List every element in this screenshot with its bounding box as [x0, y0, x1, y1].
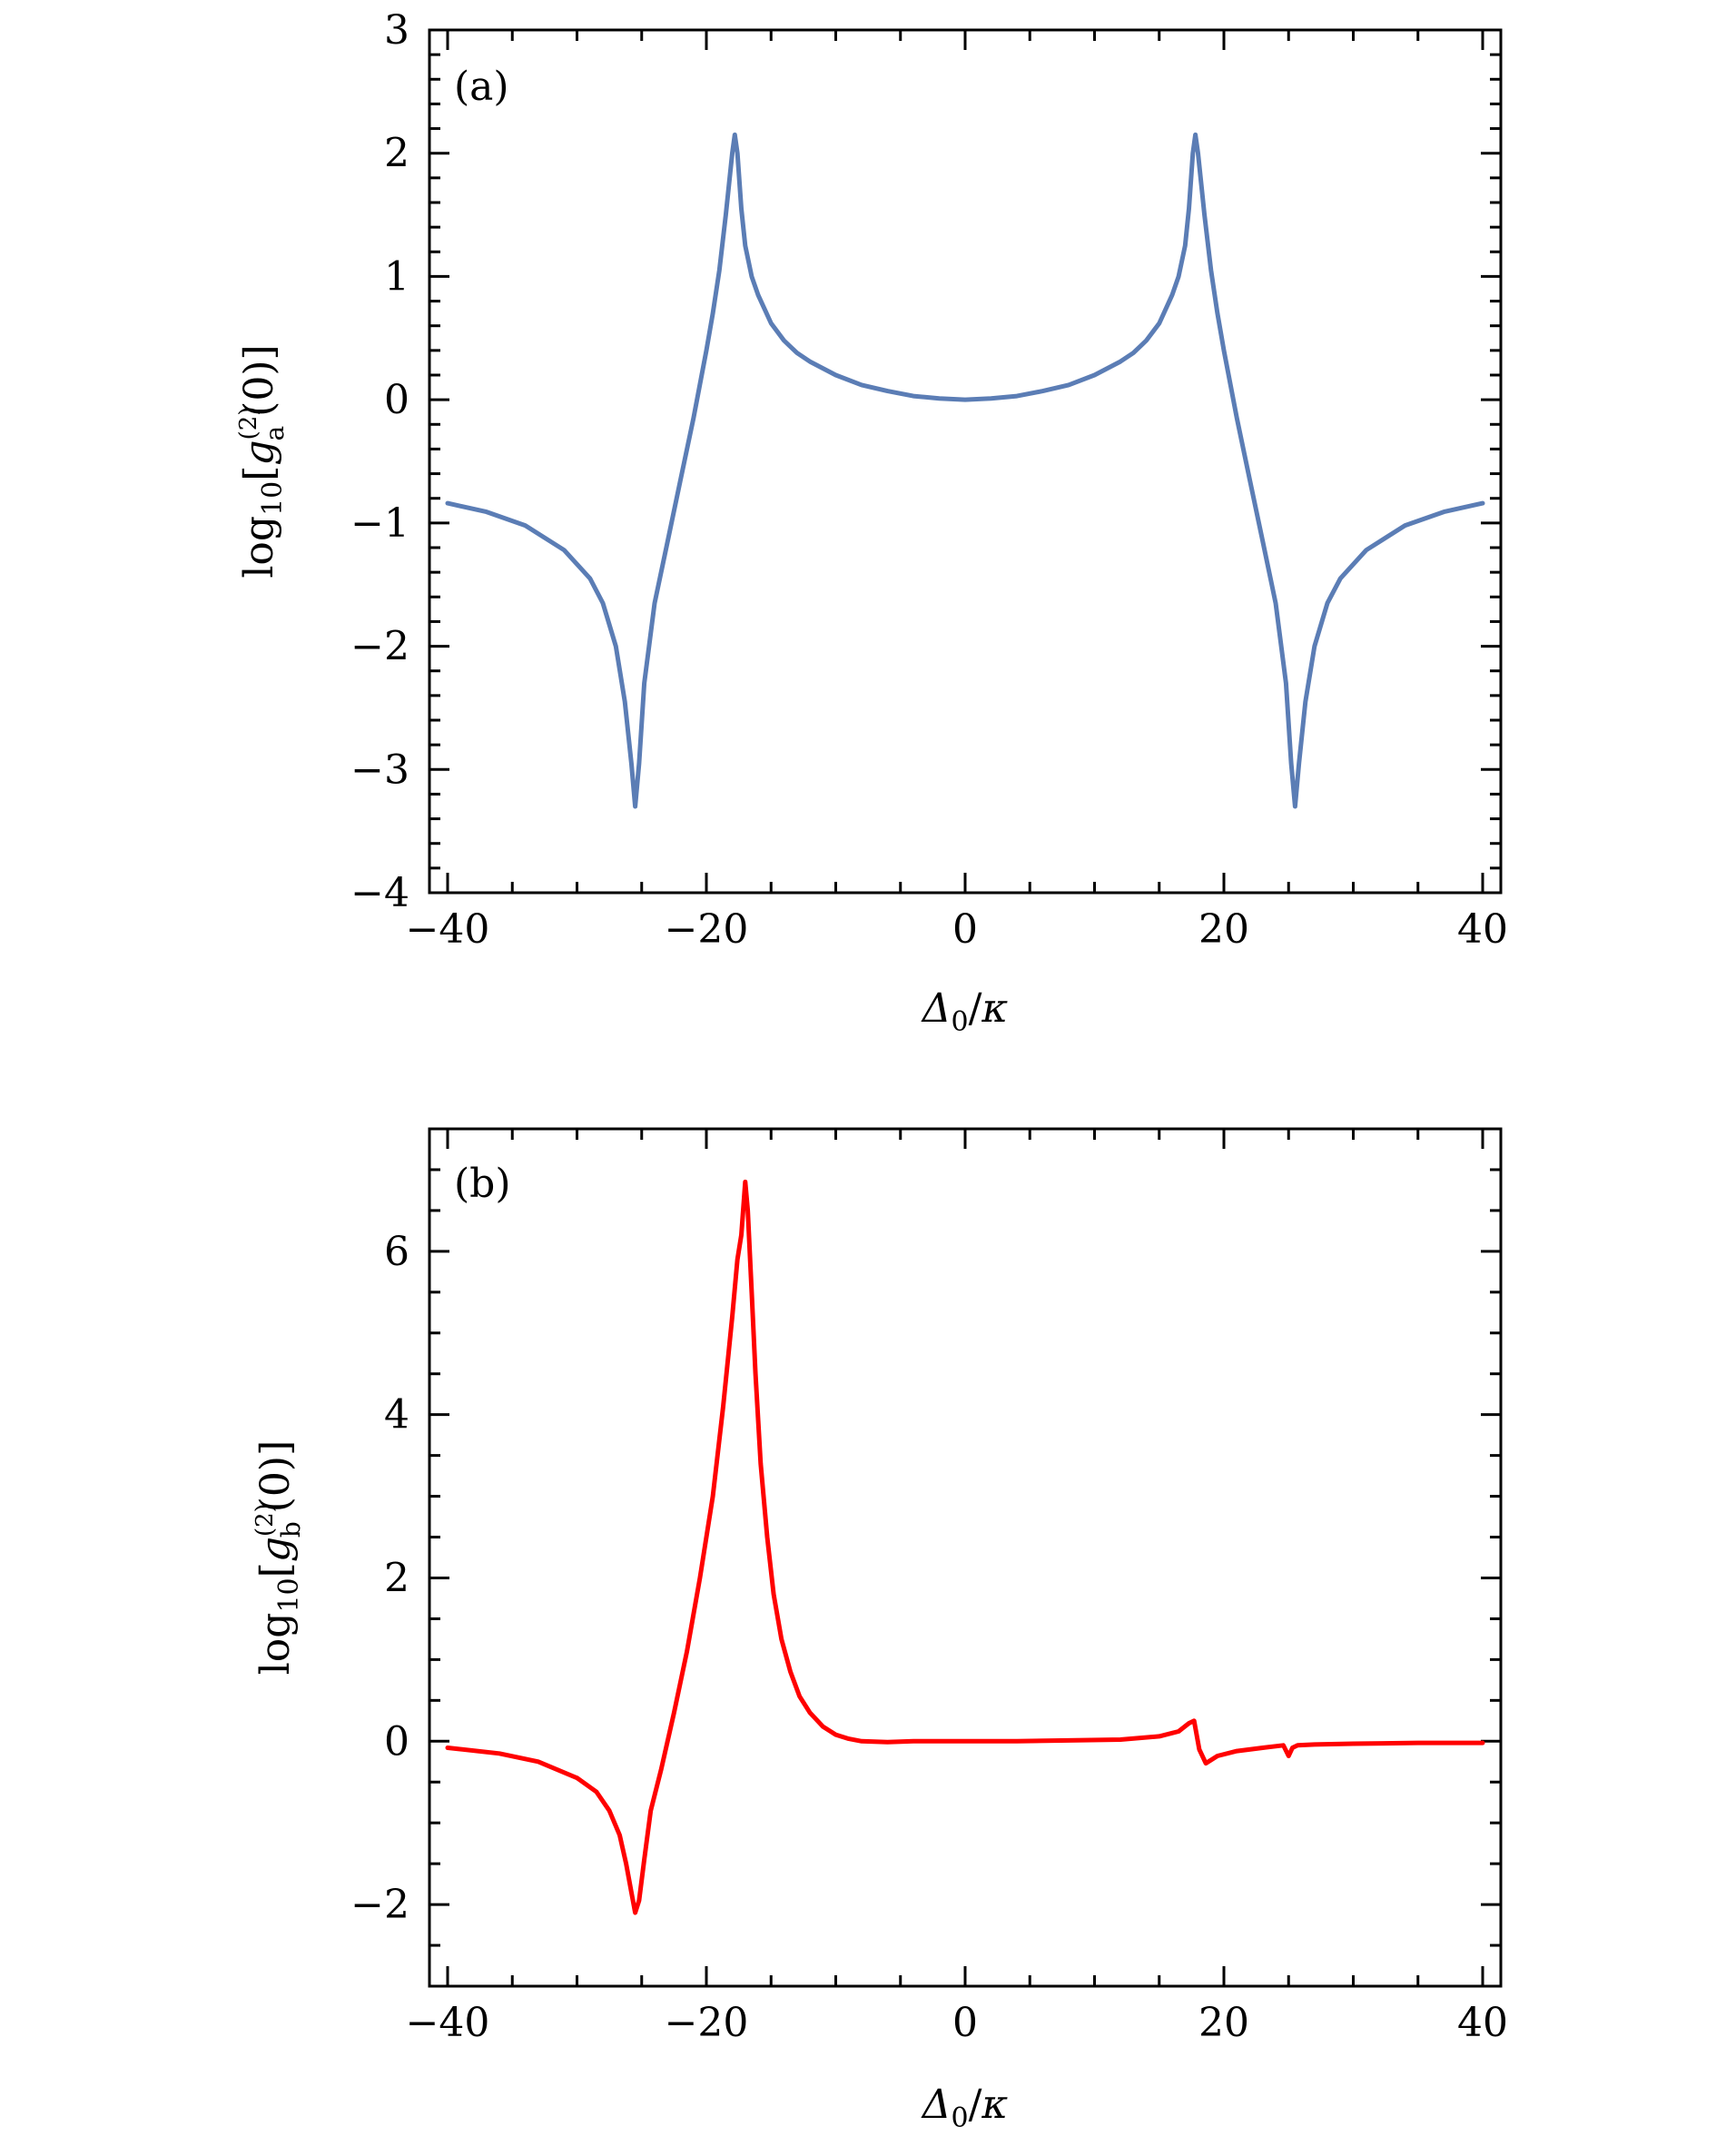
y-tick-label: 2 — [384, 1555, 409, 1601]
y-tick-label: 0 — [384, 1718, 409, 1765]
y-tick-label: −3 — [350, 747, 409, 793]
y-tick-label: 0 — [384, 377, 409, 423]
x-tick-label: 20 — [1198, 906, 1249, 953]
panel-b-label: (b) — [454, 1161, 511, 1207]
x-tick-label: 40 — [1457, 2000, 1508, 2046]
y-tick-label: 1 — [384, 253, 409, 300]
y-tick-label: −2 — [350, 1882, 409, 1928]
panel-b-ticks — [429, 1127, 1501, 1988]
panel-b-x-axis-title: Δ0/κ — [921, 2082, 1009, 2134]
x-tick-label: −20 — [665, 906, 749, 953]
panel-a: (a) −40 −20 0 20 40 −4 −3 −2 −1 0 1 2 3 Δ0/κ log10[g… — [235, 7, 1508, 1038]
panel-a-label: (a) — [454, 64, 509, 110]
x-tick-label: 0 — [952, 906, 978, 953]
y-tick-label: −1 — [350, 500, 409, 547]
panel-a-series-line — [445, 132, 1485, 809]
x-tick-label: 20 — [1198, 2000, 1249, 2046]
panel-b-y-axis-title: log10[g(2)b(0)] — [251, 1440, 306, 1676]
x-tick-label: −40 — [406, 2000, 490, 2046]
panel-a-x-axis-title: Δ0/κ — [921, 985, 1009, 1038]
panel-b-series-line — [445, 1179, 1485, 1915]
y-tick-label: 3 — [384, 7, 409, 54]
y-tick-label: −4 — [350, 870, 409, 916]
panel-a-y-axis-title: log10[g(2)a(0)] — [235, 344, 290, 578]
x-tick-label: −40 — [406, 906, 490, 953]
x-tick-label: 40 — [1457, 906, 1508, 953]
x-tick-label: 0 — [952, 2000, 978, 2046]
panel-a-tick-labels: −40 −20 0 20 40 −4 −3 −2 −1 0 1 2 3 — [350, 7, 1508, 953]
panel-b-frame — [428, 1127, 1503, 1988]
y-tick-label: 2 — [384, 131, 409, 177]
x-tick-label: −20 — [665, 2000, 749, 2046]
panel-a-ticks — [429, 28, 1501, 895]
y-tick-label: 6 — [384, 1229, 409, 1275]
panel-a-frame — [428, 28, 1503, 895]
y-tick-label: 4 — [384, 1392, 409, 1439]
y-tick-label: −2 — [350, 624, 409, 670]
